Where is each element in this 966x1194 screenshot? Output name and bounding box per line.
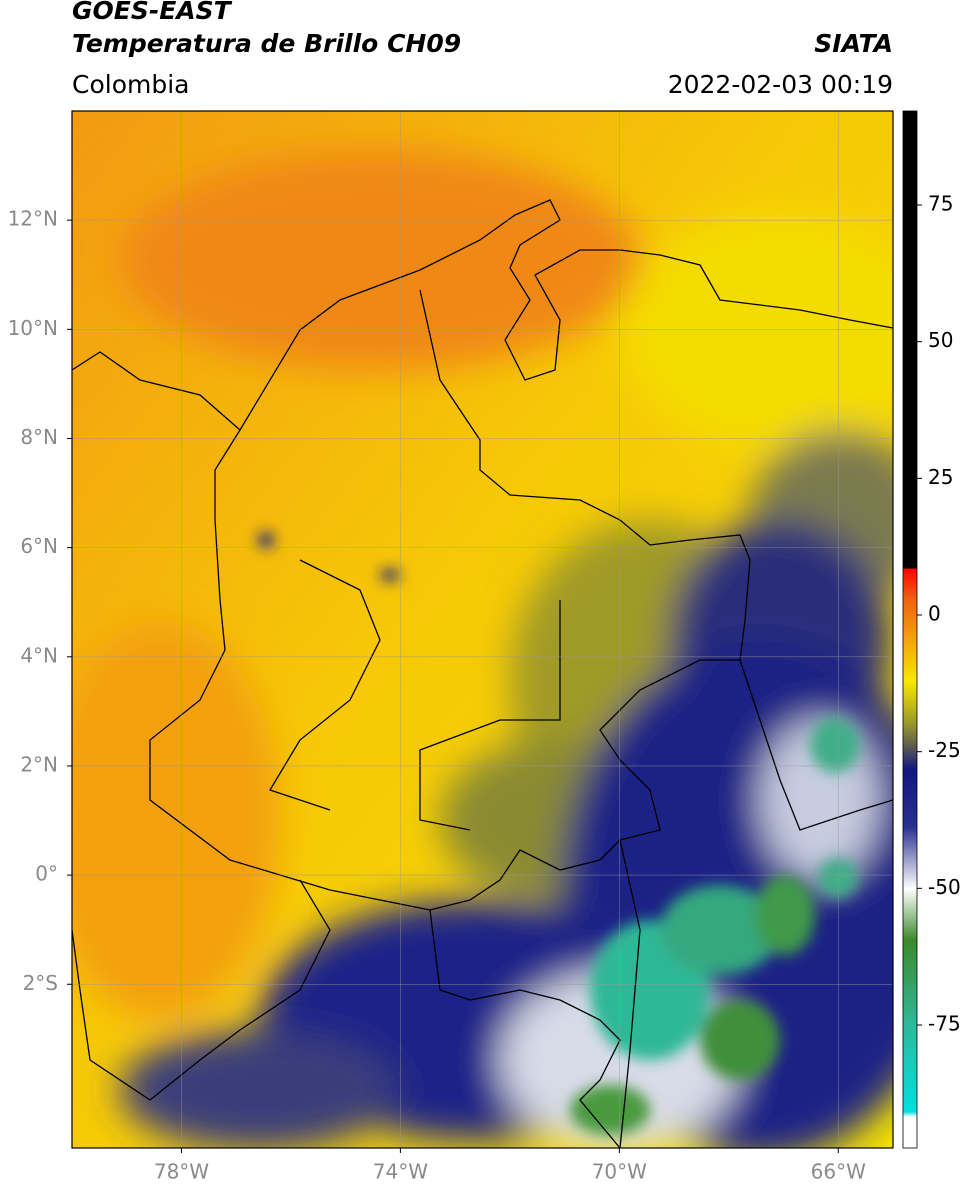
colorbar-tick-label: 75 [928, 192, 953, 216]
datetime: 2022-02-03 00:19 [668, 70, 893, 99]
colorbar-tick-label: 50 [928, 328, 953, 352]
colorbar-tick-label: -75 [928, 1012, 961, 1036]
colorbar-tick-label: -50 [928, 875, 961, 899]
lat-tick-label: 6°N [20, 534, 58, 558]
satellite-image [72, 111, 893, 1148]
lat-tick-label: 0° [35, 862, 58, 886]
source: SIATA [814, 29, 893, 58]
lat-tick-label: 2°S [23, 971, 58, 995]
lat-tick-label: 4°N [20, 643, 58, 667]
colorbar-tick-label: 25 [928, 465, 953, 489]
lon-tick-label: 78°W [154, 1160, 209, 1184]
lon-tick-label: 66°W [811, 1160, 866, 1184]
lat-tick-label: 2°N [20, 752, 58, 776]
lat-tick-label: 8°N [20, 425, 58, 449]
map-frame [71, 110, 894, 1149]
colorbar-tick-label: -25 [928, 738, 961, 762]
lat-tick-label: 12°N [8, 207, 58, 231]
title: GOES-EAST [72, 0, 233, 25]
region: Colombia [72, 70, 189, 99]
colorbar-tick-label: 0 [928, 602, 941, 626]
lon-tick-label: 74°W [373, 1160, 428, 1184]
subtitle: Temperatura de Brillo CH09 [72, 29, 461, 58]
lon-tick-label: 70°W [592, 1160, 647, 1184]
lat-tick-label: 10°N [8, 316, 58, 340]
colorbar [902, 110, 918, 1149]
graticule [72, 111, 893, 1148]
